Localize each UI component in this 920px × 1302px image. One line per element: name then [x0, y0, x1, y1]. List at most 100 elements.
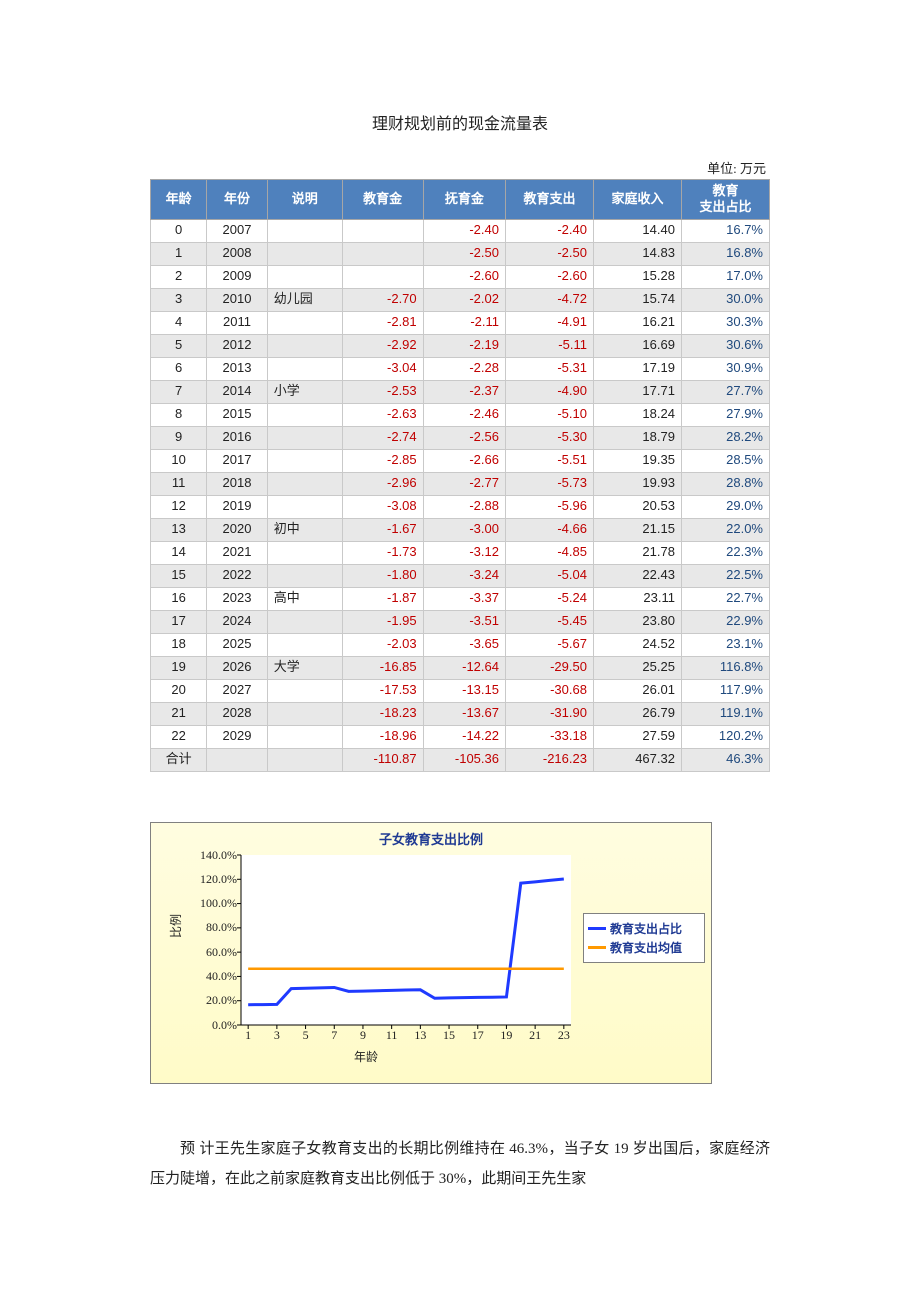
table-row: 62013-3.04-2.28-5.3117.1930.9% — [151, 357, 770, 380]
table-cell: -1.73 — [342, 541, 423, 564]
table-cell: -3.08 — [342, 495, 423, 518]
chart-xtick: 3 — [268, 1028, 286, 1043]
chart-xtick: 7 — [325, 1028, 343, 1043]
table-cell: 18.79 — [593, 426, 681, 449]
table-cell: 28.8% — [681, 472, 769, 495]
table-row: 42011-2.81-2.11-4.9116.2130.3% — [151, 311, 770, 334]
legend-ratio-label: 教育支出占比 — [610, 920, 682, 937]
table-cell: 2022 — [207, 564, 267, 587]
table-cell: -13.15 — [423, 679, 505, 702]
chart-xtick: 15 — [440, 1028, 458, 1043]
table-cell: -5.96 — [505, 495, 593, 518]
chart-ytick: 60.0% — [177, 945, 237, 960]
table-cell: -5.24 — [505, 587, 593, 610]
table-cell: 28.2% — [681, 426, 769, 449]
table-row: 202027-17.53-13.15-30.6826.01117.9% — [151, 679, 770, 702]
table-cell: 29.0% — [681, 495, 769, 518]
table-cell: 2 — [151, 265, 207, 288]
table-cell: 2024 — [207, 610, 267, 633]
table-cell: 22.5% — [681, 564, 769, 587]
table-row: 102017-2.85-2.66-5.5119.3528.5% — [151, 449, 770, 472]
table-cell: -2.60 — [505, 265, 593, 288]
table-cell: -2.03 — [342, 633, 423, 656]
table-cell: 16 — [151, 587, 207, 610]
table-cell: -3.04 — [342, 357, 423, 380]
table-cell: -2.19 — [423, 334, 505, 357]
table-cell: -2.60 — [423, 265, 505, 288]
table-total-row: 合计-110.87-105.36-216.23467.3246.3% — [151, 748, 770, 771]
table-cell: -5.30 — [505, 426, 593, 449]
table-cell: 15 — [151, 564, 207, 587]
table-cell: -2.37 — [423, 380, 505, 403]
table-cell: 5 — [151, 334, 207, 357]
table-cell: 46.3% — [681, 748, 769, 771]
table-cell: 22.7% — [681, 587, 769, 610]
table-cell: -1.80 — [342, 564, 423, 587]
chart-xtick: 21 — [526, 1028, 544, 1043]
table-cell: 22.43 — [593, 564, 681, 587]
table-cell: -5.04 — [505, 564, 593, 587]
table-cell: 2029 — [207, 725, 267, 748]
col-header: 抚育金 — [423, 180, 505, 220]
table-cell: -3.37 — [423, 587, 505, 610]
table-row: 192026大学-16.85-12.64-29.5025.25116.8% — [151, 656, 770, 679]
col-header: 教育金 — [342, 180, 423, 220]
table-cell: 2019 — [207, 495, 267, 518]
table-row: 02007-2.40-2.4014.4016.7% — [151, 219, 770, 242]
chart-xtick: 19 — [497, 1028, 515, 1043]
chart-xtick: 11 — [383, 1028, 401, 1043]
chart-ytick: 120.0% — [177, 872, 237, 887]
table-cell: -13.67 — [423, 702, 505, 725]
chart-ytick: 20.0% — [177, 993, 237, 1008]
table-cell: -18.96 — [342, 725, 423, 748]
table-cell: -105.36 — [423, 748, 505, 771]
table-cell: -2.63 — [342, 403, 423, 426]
table-cell: -110.87 — [342, 748, 423, 771]
table-cell: 17.71 — [593, 380, 681, 403]
table-cell: -2.70 — [342, 288, 423, 311]
table-cell: 2014 — [207, 380, 267, 403]
chart-xtick: 23 — [555, 1028, 573, 1043]
table-cell: 大学 — [267, 656, 342, 679]
table-cell: -33.18 — [505, 725, 593, 748]
table-cell — [267, 449, 342, 472]
chart-ytick: 80.0% — [177, 920, 237, 935]
table-cell: -12.64 — [423, 656, 505, 679]
table-row: 12008-2.50-2.5014.8316.8% — [151, 242, 770, 265]
table-cell: 27.9% — [681, 403, 769, 426]
table-cell: 8 — [151, 403, 207, 426]
table-cell: 9 — [151, 426, 207, 449]
table-row: 172024-1.95-3.51-5.4523.8022.9% — [151, 610, 770, 633]
table-cell: 27.59 — [593, 725, 681, 748]
table-cell: 30.9% — [681, 357, 769, 380]
table-cell: 22.9% — [681, 610, 769, 633]
table-cell: 30.0% — [681, 288, 769, 311]
table-cell: 116.8% — [681, 656, 769, 679]
table-row: 122019-3.08-2.88-5.9620.5329.0% — [151, 495, 770, 518]
table-cell: 22.0% — [681, 518, 769, 541]
table-cell: -5.45 — [505, 610, 593, 633]
table-cell: -2.56 — [423, 426, 505, 449]
table-cell: 合计 — [151, 748, 207, 771]
table-cell — [267, 495, 342, 518]
table-cell: 25.25 — [593, 656, 681, 679]
table-cell: -5.73 — [505, 472, 593, 495]
table-row: 152022-1.80-3.24-5.0422.4322.5% — [151, 564, 770, 587]
table-cell: 2021 — [207, 541, 267, 564]
table-cell: 16.21 — [593, 311, 681, 334]
table-cell: 高中 — [267, 587, 342, 610]
table-cell: 17 — [151, 610, 207, 633]
table-cell: 6 — [151, 357, 207, 380]
table-cell: 24.52 — [593, 633, 681, 656]
table-row: 32010幼儿园-2.70-2.02-4.7215.7430.0% — [151, 288, 770, 311]
cashflow-table: 年龄年份说明教育金抚育金教育支出家庭收入教育支出占比 02007-2.40-2.… — [150, 179, 770, 772]
table-row: 132020初中-1.67-3.00-4.6621.1522.0% — [151, 518, 770, 541]
table-cell — [267, 610, 342, 633]
col-header: 说明 — [267, 180, 342, 220]
table-cell: 17.19 — [593, 357, 681, 380]
table-cell: 2007 — [207, 219, 267, 242]
table-cell: 2027 — [207, 679, 267, 702]
chart-ytick: 0.0% — [177, 1018, 237, 1033]
table-cell: -4.91 — [505, 311, 593, 334]
table-cell: 21.15 — [593, 518, 681, 541]
